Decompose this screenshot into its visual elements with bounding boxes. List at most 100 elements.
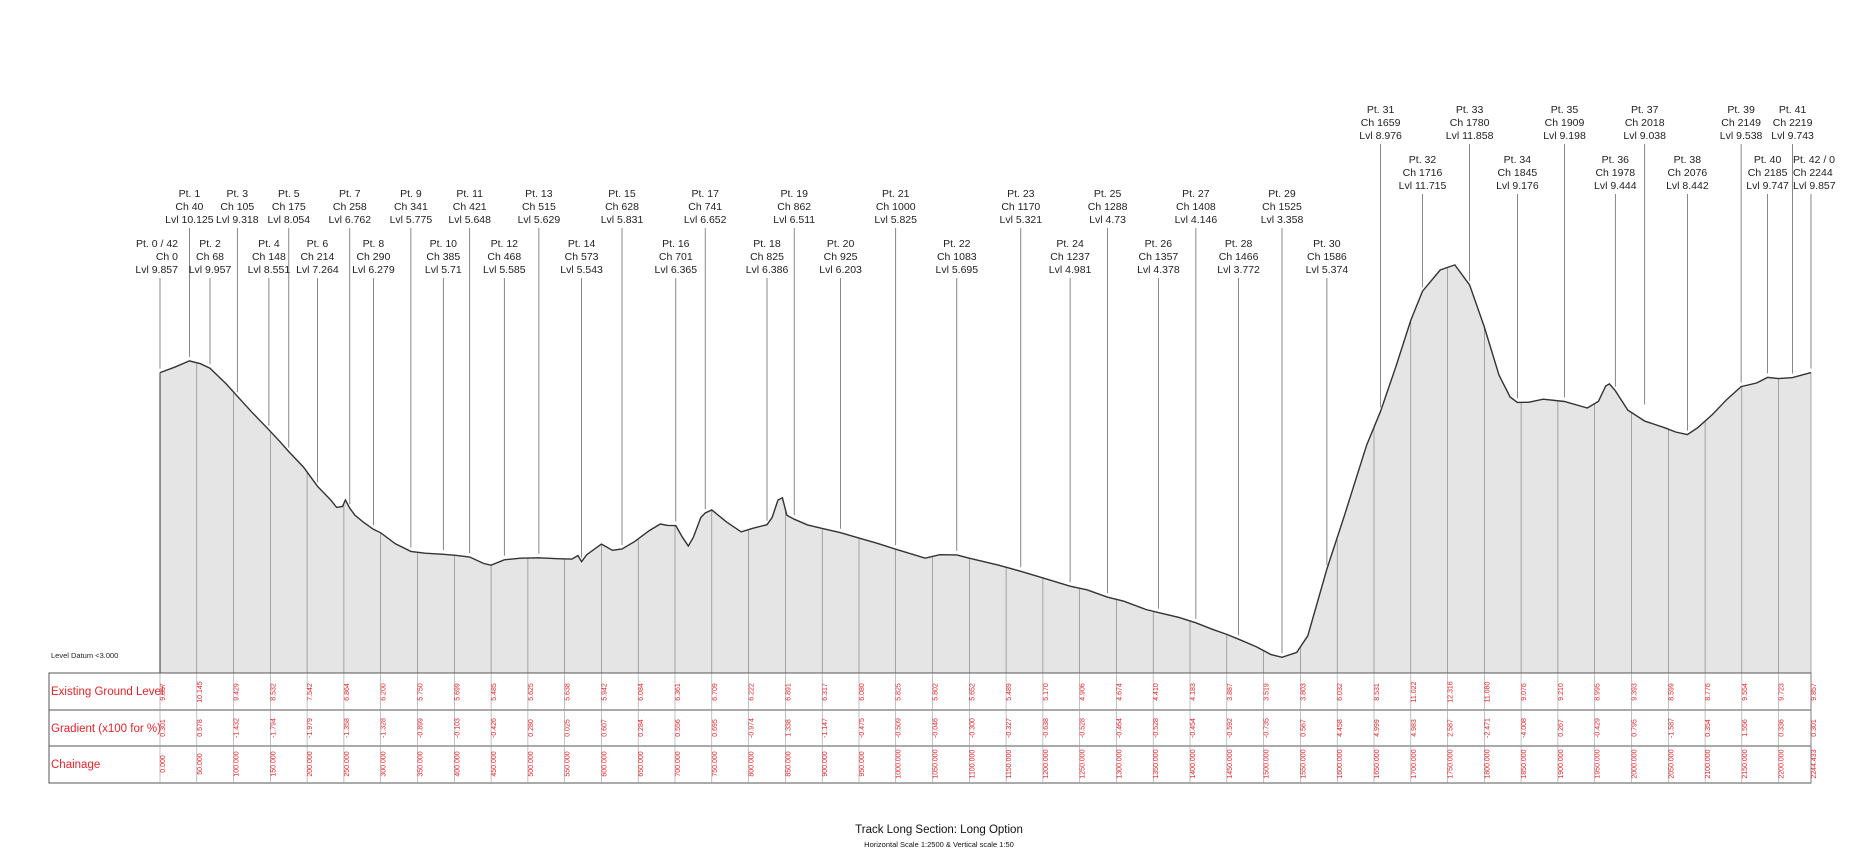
point-level: Lvl 4.146 xyxy=(1175,214,1218,226)
point-chainage: Ch 2149 xyxy=(1721,117,1761,129)
station-level-value: 11.022 xyxy=(1411,681,1418,702)
station-chainage-value: 300.000 xyxy=(381,751,388,776)
point-level: Lvl 5.71 xyxy=(425,264,462,276)
station-level-value: 5.802 xyxy=(933,683,940,701)
point-chainage: Ch 1466 xyxy=(1219,251,1259,263)
station-gradient-value: -2.471 xyxy=(1484,718,1491,738)
station-chainage-value: 1750.000 xyxy=(1448,749,1455,778)
station-level-value: 9.429 xyxy=(234,683,241,701)
station-level-value: 9.857 xyxy=(1811,683,1818,701)
station-chainage-value: 200.000 xyxy=(307,751,314,776)
point-chainage: Ch 385 xyxy=(426,251,460,263)
point-name: Pt. 40 xyxy=(1754,154,1782,166)
point-chainage: Ch 1000 xyxy=(876,201,916,213)
point-chainage: Ch 2185 xyxy=(1748,167,1788,179)
station-chainage-value: 1150.000 xyxy=(1006,750,1013,779)
point-name: Pt. 31 xyxy=(1367,104,1395,116)
point-name: Pt. 30 xyxy=(1313,238,1341,250)
station-gradient-value: -0.327 xyxy=(1006,718,1013,738)
point-name: Pt. 18 xyxy=(753,238,781,250)
point-level: Lvl 8.551 xyxy=(248,264,291,276)
station-chainage-value: 1100.000 xyxy=(969,750,976,779)
point-chainage: Ch 0 xyxy=(156,251,178,263)
point-level: Lvl 5.831 xyxy=(601,214,644,226)
station-chainage-value: 350.000 xyxy=(418,751,425,776)
station-level-value: 4.906 xyxy=(1080,683,1087,701)
station-chainage-value: 850.000 xyxy=(785,751,792,776)
ground-profile-group xyxy=(159,264,1812,673)
row-label-chainage: Chainage xyxy=(51,759,100,771)
level-datum-label: Level Datum <3.000 xyxy=(51,651,118,660)
station-gradient-value: 0.284 xyxy=(638,719,645,737)
station-gradient-value: -0.426 xyxy=(491,718,498,738)
station-gradient-value: 0.336 xyxy=(1779,719,1786,737)
point-name: Pt. 20 xyxy=(827,238,855,250)
station-chainage-value: 950.000 xyxy=(859,751,866,776)
point-name: Pt. 4 xyxy=(258,238,280,250)
station-chainage-value: 650.000 xyxy=(638,751,645,776)
station-chainage-value: 1300.000 xyxy=(1117,749,1124,778)
station-chainage-value: 2000.000 xyxy=(1632,749,1639,778)
point-level: Lvl 8.442 xyxy=(1666,180,1709,192)
station-level-value: 5.170 xyxy=(1043,683,1050,701)
station-level-value: 6.317 xyxy=(822,683,829,701)
point-name: Pt. 36 xyxy=(1602,154,1630,166)
station-gradient-value: -1.587 xyxy=(1668,718,1675,738)
point-chainage: Ch 290 xyxy=(356,251,390,263)
point-chainage: Ch 175 xyxy=(272,201,306,213)
point-chainage: Ch 2244 xyxy=(1793,167,1833,179)
point-name: Pt. 7 xyxy=(339,188,361,200)
station-chainage-value: 750.000 xyxy=(712,751,719,776)
point-level: Lvl 3.358 xyxy=(1261,214,1304,226)
point-chainage: Ch 1357 xyxy=(1139,251,1179,263)
point-name: Pt. 1 xyxy=(179,188,201,200)
station-chainage-value: 900.000 xyxy=(822,751,829,776)
point-name: Pt. 6 xyxy=(307,238,329,250)
point-chainage: Ch 105 xyxy=(220,201,254,213)
point-chainage: Ch 1845 xyxy=(1498,167,1538,179)
point-chainage: Ch 925 xyxy=(824,251,858,263)
station-gradient-value: -0.735 xyxy=(1264,718,1271,738)
point-chainage: Ch 341 xyxy=(394,201,428,213)
point-chainage: Ch 2018 xyxy=(1625,117,1665,129)
point-name: Pt. 15 xyxy=(608,188,636,200)
point-name: Pt. 25 xyxy=(1094,188,1122,200)
point-level: Lvl 4.981 xyxy=(1049,264,1092,276)
data-table: Existing Ground Level Gradient (x100 for… xyxy=(48,672,1818,784)
station-gradient-value: 0.354 xyxy=(1705,719,1712,737)
station-level-value: 11.080 xyxy=(1484,681,1491,702)
point-chainage: Ch 1237 xyxy=(1050,251,1090,263)
point-chainage: Ch 2076 xyxy=(1668,167,1708,179)
point-level: Lvl 5.629 xyxy=(518,214,561,226)
station-level-value: 6.709 xyxy=(712,683,719,701)
station-gradient-value: -0.528 xyxy=(1080,718,1087,738)
station-level-value: 6.084 xyxy=(638,683,645,701)
station-gradient-value: -1.794 xyxy=(270,718,277,738)
point-level: Lvl 11.715 xyxy=(1399,180,1447,192)
point-chainage: Ch 573 xyxy=(565,251,599,263)
point-chainage: Ch 1716 xyxy=(1403,167,1443,179)
station-level-value: 8.776 xyxy=(1705,683,1712,701)
station-chainage-value: 1050.000 xyxy=(933,749,940,778)
point-level: Lvl 5.695 xyxy=(935,264,978,276)
point-level: Lvl 9.038 xyxy=(1623,130,1666,142)
point-chainage: Ch 1978 xyxy=(1595,167,1635,179)
point-name: Pt. 3 xyxy=(226,188,248,200)
station-gradient-value: -0.592 xyxy=(1227,718,1234,738)
station-chainage-value: 0.000 xyxy=(160,755,167,773)
point-level: Lvl 5.543 xyxy=(560,264,603,276)
point-chainage: Ch 214 xyxy=(300,251,334,263)
point-name: Pt. 8 xyxy=(363,238,385,250)
